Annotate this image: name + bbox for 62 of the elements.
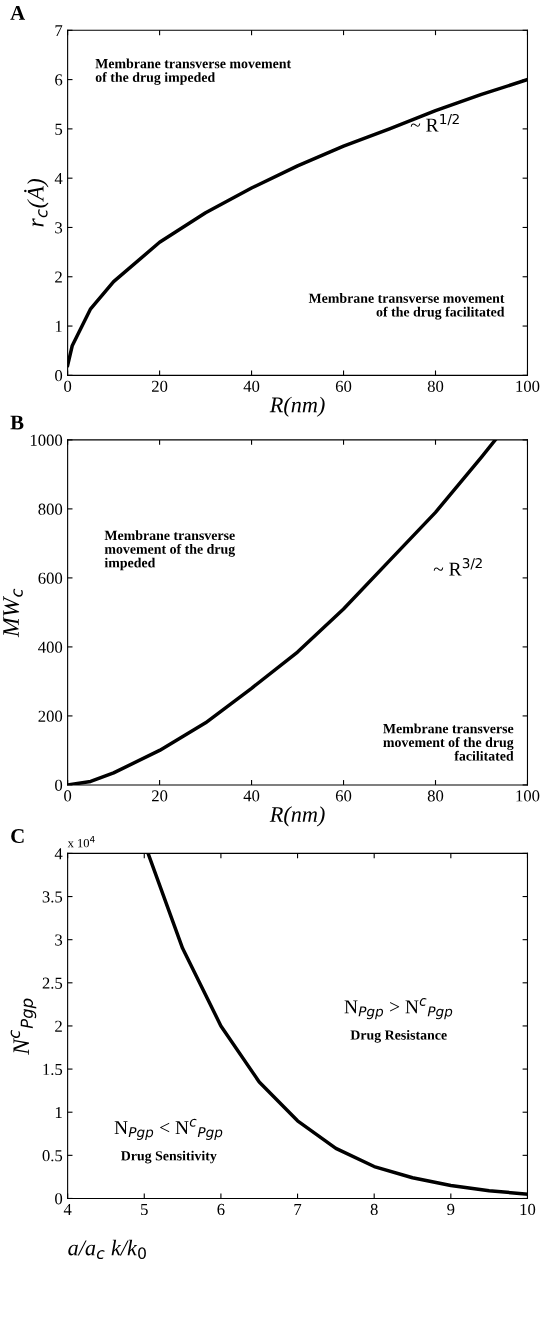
y-tick-label: 0 xyxy=(55,779,63,791)
chart-title: C xyxy=(11,829,24,844)
y-tick-label: 200 xyxy=(38,710,63,722)
annotation: Membrane transverse movement of the drug impeded xyxy=(104,530,236,571)
x-tick-label: 20 xyxy=(151,380,168,392)
y-tick-label: 6 xyxy=(55,74,63,86)
y-tick-label: 3 xyxy=(55,222,63,234)
x-tick-label: 10 xyxy=(520,1203,536,1216)
chart-title: B xyxy=(10,415,24,430)
y-tick-label: 0 xyxy=(55,370,63,382)
annotation: Drug Resistance xyxy=(350,1029,447,1043)
x-tick-label: 100 xyxy=(516,790,540,802)
y-tick-label: 800 xyxy=(38,503,63,515)
x-tick-label: 6 xyxy=(217,1203,225,1216)
y-tick-label: 1000 xyxy=(30,434,63,446)
chart-title: A xyxy=(10,6,26,20)
y-tick-label: 600 xyxy=(38,572,63,584)
annotation: ~ R$^{1/2}$ xyxy=(410,113,459,132)
x-tick-label: 0 xyxy=(64,380,72,392)
y-tick-label: 7 xyxy=(55,25,63,37)
x-tick-label: 7 xyxy=(294,1203,302,1215)
y-axis-title: N$^{c}$$_{Pgp}$ xyxy=(10,998,37,1055)
y-axis-title: r$_{c}$(Ȧ) xyxy=(24,178,49,227)
y-tick-label: 1 xyxy=(55,1106,62,1118)
x-tick-label: 60 xyxy=(335,790,352,802)
text: x 10$^{4}$ xyxy=(67,836,95,848)
y-tick-label: 1 xyxy=(55,320,62,332)
y-tick-label: 4 xyxy=(54,848,63,860)
x-tick-label: 0 xyxy=(64,790,72,802)
x-tick-label: 100 xyxy=(516,380,540,392)
x-tick-label: 9 xyxy=(447,1203,455,1216)
x-tick-label: 40 xyxy=(243,790,260,802)
y-tick-label: 2.5 xyxy=(42,977,63,989)
x-tick-label: 80 xyxy=(427,380,444,392)
x-axis-title: R(nm) xyxy=(269,806,325,827)
y-tick-label: 5 xyxy=(55,123,63,135)
annotation: Drug Sensitivity xyxy=(121,1150,217,1164)
annotation: N$_{Pgp}$ < N$^{c}$$_{Pgp}$ xyxy=(114,1118,223,1140)
x-axis-title: R(nm) xyxy=(269,396,325,417)
y-tick-label: 4 xyxy=(54,172,63,184)
x-tick-label: 80 xyxy=(427,790,444,802)
annotation: N$_{Pgp}$ > N$^{c}$$_{Pgp}$ xyxy=(344,998,453,1020)
y-tick-label: 0.5 xyxy=(42,1150,63,1162)
annotation: Membrane transverse movement of the drug impeded xyxy=(95,58,292,85)
y-tick-label: 0 xyxy=(55,1193,63,1205)
y-tick-label: 3 xyxy=(55,934,63,946)
y-axis-title: MW$_{c}$ xyxy=(3,588,23,638)
annotation: ~ R$^{3/2}$ xyxy=(433,558,482,576)
y-tick-label: 1.5 xyxy=(43,1063,63,1076)
x-tick-label: 60 xyxy=(335,380,352,392)
x-tick-label: 4 xyxy=(63,1203,72,1215)
y-tick-label: 2 xyxy=(55,1020,62,1032)
x-tick-label: 5 xyxy=(141,1203,148,1216)
annotation: Membrane transverse movement of the drug facilitated xyxy=(308,293,505,320)
x-tick-label: 40 xyxy=(243,380,260,392)
y-tick-label: 3.5 xyxy=(42,891,63,903)
y-tick-label: 2 xyxy=(55,271,62,283)
y-tick-label: 400 xyxy=(38,641,63,653)
x-axis-title: a/a$_{c}$ k/k$_{0}$ xyxy=(68,1239,146,1260)
x-tick-label: 20 xyxy=(151,790,168,802)
x-tick-label: 8 xyxy=(370,1203,378,1216)
annotation: Membrane transverse movement of the drug facilitated xyxy=(383,723,514,761)
